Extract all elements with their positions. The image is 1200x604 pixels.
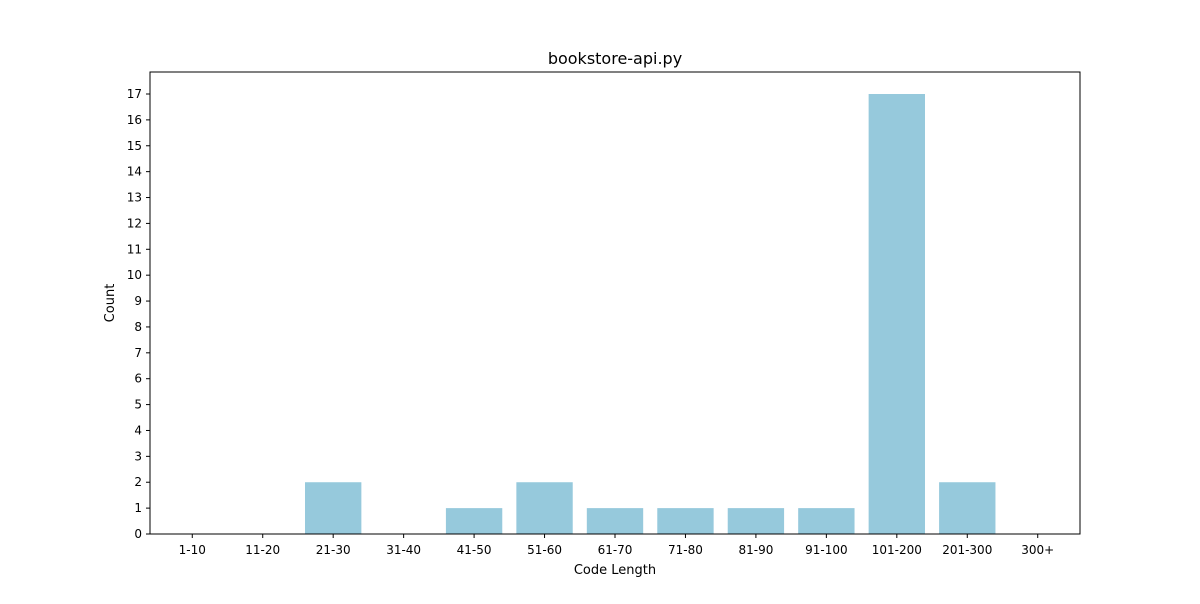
x-tick-label: 71-80 bbox=[668, 543, 703, 557]
y-tick-label: 17 bbox=[127, 87, 142, 101]
bar-21-30 bbox=[305, 482, 362, 534]
bar-41-50 bbox=[445, 508, 503, 534]
bar-51-60 bbox=[516, 482, 573, 534]
x-tick-label: 101-200 bbox=[872, 543, 922, 557]
y-tick-label: 8 bbox=[134, 320, 142, 334]
bars-layer bbox=[305, 94, 996, 534]
x-tick-label: 21-30 bbox=[316, 543, 351, 557]
bar-101-200 bbox=[868, 94, 925, 534]
y-tick-label: 11 bbox=[127, 242, 142, 256]
x-tick-label: 31-40 bbox=[386, 543, 421, 557]
y-tick-label: 10 bbox=[127, 268, 142, 282]
y-tick-label: 16 bbox=[127, 113, 142, 127]
x-tick-label: 51-60 bbox=[527, 543, 562, 557]
x-tick-label: 1-10 bbox=[179, 543, 206, 557]
bar-71-80 bbox=[657, 508, 714, 534]
y-tick-label: 7 bbox=[134, 346, 142, 360]
chart-title: bookstore-api.py bbox=[548, 49, 682, 68]
bar-91-100 bbox=[798, 508, 855, 534]
x-tick-label: 300+ bbox=[1021, 543, 1054, 557]
y-tick-label: 13 bbox=[127, 191, 142, 205]
y-tick-label: 6 bbox=[134, 372, 142, 386]
x-axis-label: Code Length bbox=[574, 563, 656, 578]
x-tick-label: 81-90 bbox=[738, 543, 773, 557]
y-tick-label: 12 bbox=[127, 216, 142, 230]
x-tick-label: 11-20 bbox=[245, 543, 280, 557]
bar-81-90 bbox=[727, 508, 785, 534]
x-axis: 1-10 11-20 21-30 31-40 41-50 51-60 61-70 71-80 8… bbox=[179, 534, 1054, 557]
plot-frame bbox=[149, 71, 1081, 535]
y-tick-label: 5 bbox=[134, 398, 142, 412]
y-tick-label: 3 bbox=[134, 449, 142, 463]
y-tick-label: 2 bbox=[134, 475, 142, 489]
y-axis-label: Count bbox=[103, 284, 118, 323]
y-tick-label: 4 bbox=[134, 423, 142, 437]
x-tick-label: 61-70 bbox=[598, 543, 633, 557]
bar-61-70 bbox=[586, 508, 644, 534]
y-tick-label: 15 bbox=[127, 139, 142, 153]
y-tick-label: 14 bbox=[127, 165, 142, 179]
x-tick-label: 91-100 bbox=[805, 543, 848, 557]
y-tick-label: 9 bbox=[134, 294, 142, 308]
bar-201-300 bbox=[939, 482, 996, 534]
x-tick-label: 41-50 bbox=[457, 543, 492, 557]
x-tick-label: 201-300 bbox=[942, 543, 992, 557]
y-tick-label: 0 bbox=[134, 527, 142, 541]
y-tick-label: 1 bbox=[134, 501, 142, 515]
